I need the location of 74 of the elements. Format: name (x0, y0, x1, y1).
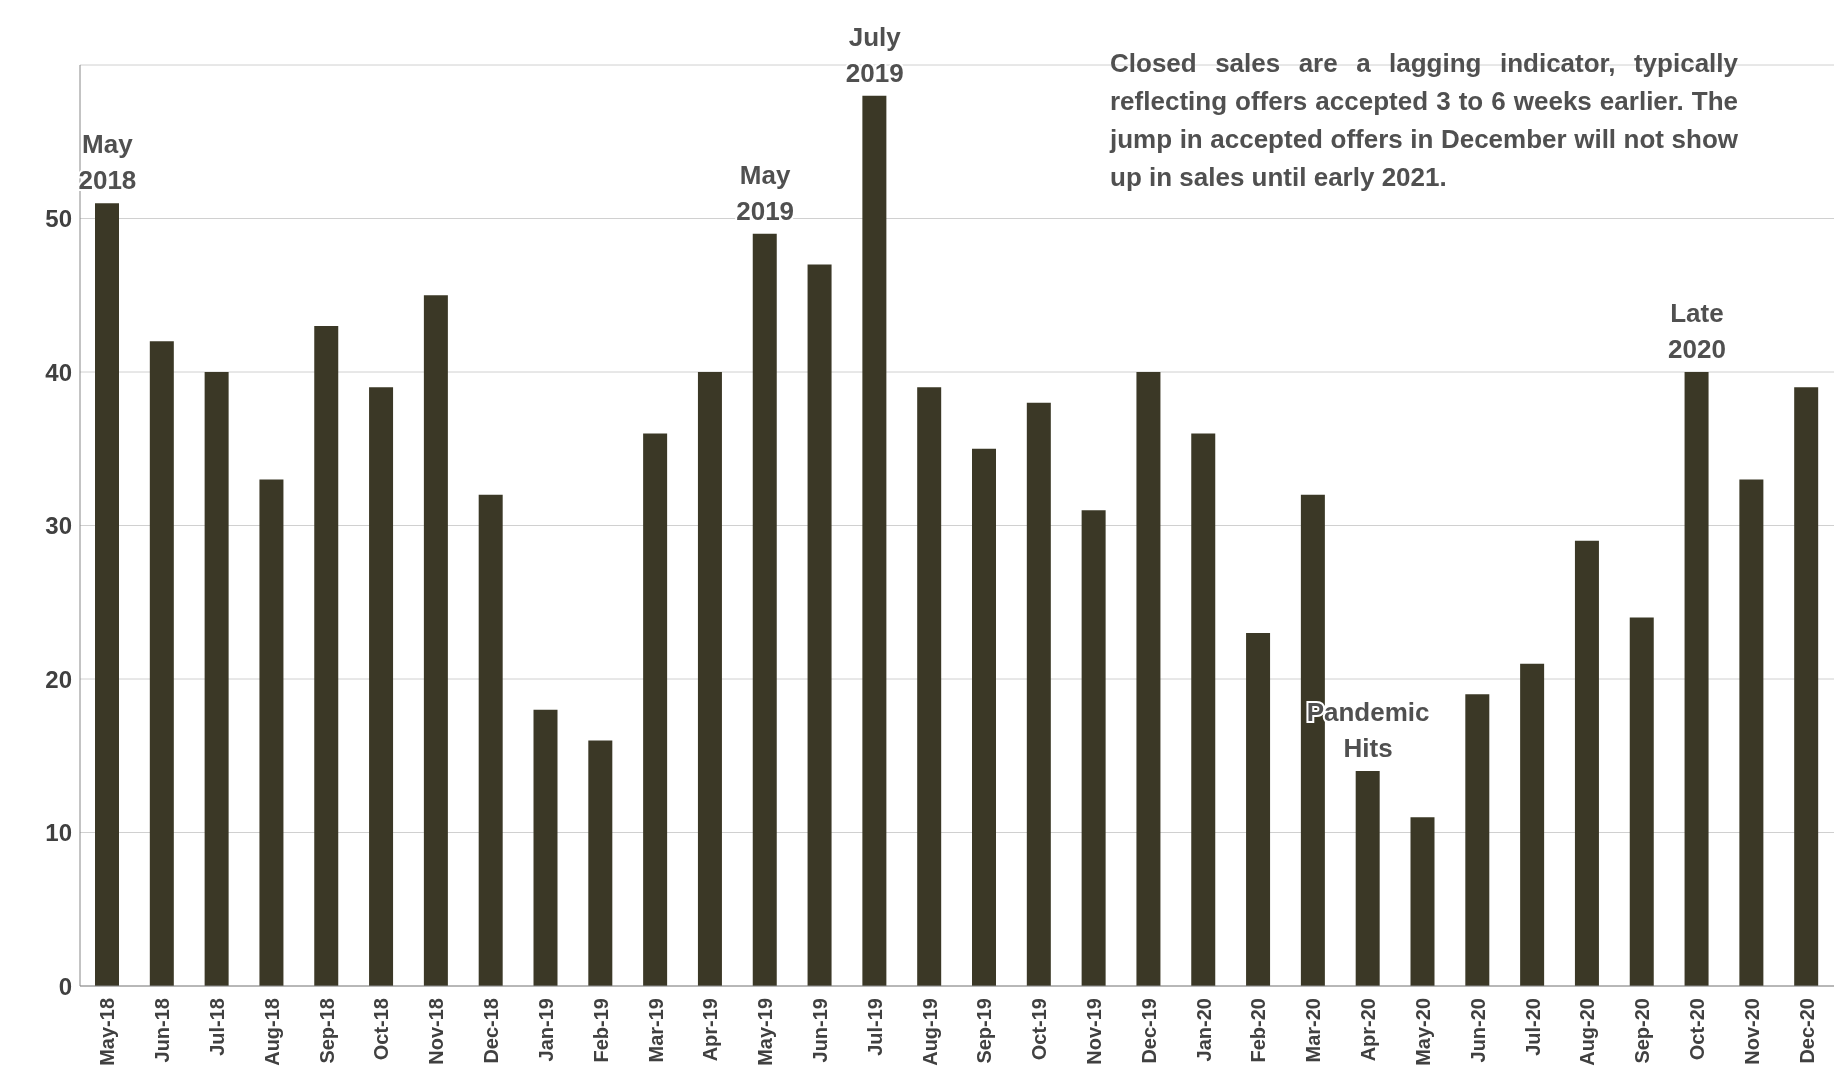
bar (1520, 663, 1545, 986)
bar (1026, 402, 1051, 986)
x-tick-label: Mar-19 (644, 998, 667, 1063)
x-tick-label: Sep-18 (315, 998, 338, 1064)
x-tick-label: Jul-19 (863, 998, 886, 1056)
bar (588, 740, 613, 986)
x-tick-label: Jun-19 (808, 998, 831, 1063)
annotation: Late 2020 (1668, 298, 1726, 364)
bar (1191, 433, 1216, 986)
bar (643, 433, 668, 986)
bar (1684, 372, 1709, 986)
bar (1081, 510, 1106, 986)
x-tick-label: Jan-19 (534, 998, 557, 1062)
bar (1629, 617, 1654, 986)
x-tick-label: Sep-20 (1631, 998, 1654, 1064)
x-tick-label: Jun-18 (151, 998, 174, 1063)
x-tick-label: Aug-20 (1576, 998, 1599, 1066)
bar (423, 295, 448, 986)
x-tick-label: May-20 (1411, 998, 1434, 1066)
bar (533, 709, 558, 986)
bar (697, 372, 722, 986)
bar (1574, 540, 1599, 986)
x-tick-label: Oct-19 (1028, 998, 1051, 1061)
x-tick-label: Feb-19 (589, 998, 612, 1063)
y-tick-label: 10 (45, 819, 72, 847)
bar (917, 387, 942, 986)
bar (1355, 771, 1380, 986)
x-tick-label: Dec-20 (1795, 998, 1818, 1064)
annotation: Closed sales are a lagging indicator, typically reflecting offers accepted 3 to 6 weeks earlier. The jump in accepted offers in December will not show up in sales until early 2021. (1110, 47, 1738, 194)
x-tick-label: Oct-20 (1685, 998, 1708, 1061)
bar (149, 341, 174, 986)
annotation: May 2018 (78, 129, 137, 196)
bar (314, 325, 339, 986)
bar (972, 448, 996, 986)
x-tick-label: Nov-19 (1083, 998, 1106, 1065)
bar (369, 387, 394, 986)
x-tick-label: May-18 (96, 998, 119, 1066)
x-tick-label: Feb-20 (1247, 998, 1270, 1063)
x-tick-label: Sep-19 (973, 998, 996, 1064)
x-tick-label: Dec-18 (480, 998, 503, 1064)
y-tick-label: 30 (45, 512, 72, 540)
bar (1410, 817, 1435, 986)
x-tick-label: Oct-18 (370, 998, 393, 1061)
bar (862, 95, 887, 986)
y-tick-label: 50 (45, 205, 72, 233)
x-tick-label: Dec-19 (1137, 998, 1160, 1064)
x-tick-label: Jul-20 (1521, 998, 1544, 1056)
bar (1739, 479, 1764, 986)
x-tick-label: Jul-18 (206, 998, 229, 1056)
x-tick-label: Apr-20 (1357, 998, 1380, 1062)
annotation: May 2019 (736, 159, 795, 226)
bar (807, 264, 832, 986)
x-tick-label: Apr-19 (699, 998, 722, 1062)
x-tick-label: Aug-19 (918, 998, 941, 1066)
bar (204, 372, 229, 986)
bar (1246, 632, 1271, 986)
bar (752, 233, 777, 986)
bar (259, 479, 284, 986)
y-tick-label: 20 (45, 665, 72, 693)
bar (1136, 372, 1161, 986)
annotation: July 2019 (845, 21, 904, 88)
x-tick-label: Aug-18 (260, 998, 283, 1066)
x-tick-label: Nov-20 (1740, 998, 1763, 1065)
x-tick-label: Jun-20 (1466, 998, 1489, 1063)
bar (1465, 694, 1490, 986)
x-tick-label: Jan-20 (1192, 998, 1215, 1062)
y-tick-label: 40 (45, 358, 72, 386)
bar (478, 494, 503, 986)
x-tick-label: May-19 (754, 998, 777, 1066)
y-tick-label: 0 (58, 972, 72, 1000)
bar (95, 203, 119, 986)
x-tick-label: Nov-18 (425, 998, 448, 1065)
bar (1794, 387, 1819, 986)
x-tick-label: Mar-20 (1302, 998, 1325, 1063)
